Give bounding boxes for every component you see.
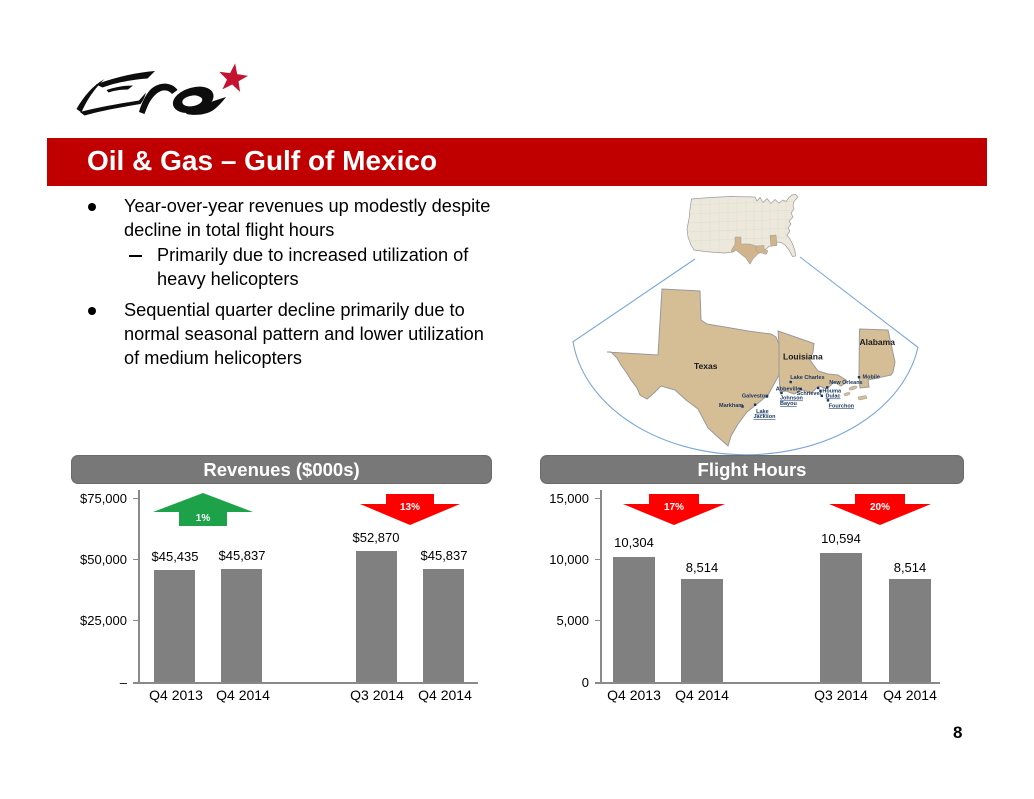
svg-text:Fourchon: Fourchon	[829, 403, 855, 409]
svg-text:Jackson: Jackson	[754, 414, 777, 420]
svg-text:Bayou: Bayou	[780, 401, 797, 407]
svg-text:Johnson: Johnson	[780, 396, 804, 402]
svg-text:Dulac: Dulac	[826, 394, 841, 400]
svg-text:Mobile: Mobile	[863, 375, 880, 381]
svg-text:1%: 1%	[196, 513, 211, 524]
svg-text:Galveston: Galveston	[742, 394, 769, 400]
svg-text:20%: 20%	[870, 502, 890, 513]
svg-text:Lake: Lake	[756, 409, 769, 415]
svg-text:Texas: Texas	[694, 361, 718, 371]
svg-text:Lake Charles: Lake Charles	[790, 375, 824, 381]
svg-text:Louisiana: Louisiana	[783, 352, 823, 362]
svg-text:Markham: Markham	[719, 403, 743, 409]
svg-text:New Orleans: New Orleans	[829, 380, 862, 386]
svg-text:Schriever: Schriever	[797, 391, 823, 397]
svg-text:Houma: Houma	[822, 389, 842, 395]
svg-text:Alabama: Alabama	[860, 337, 896, 347]
svg-text:17%: 17%	[664, 502, 684, 513]
svg-text:13%: 13%	[400, 502, 420, 513]
svg-text:Abbeville: Abbeville	[776, 387, 800, 393]
